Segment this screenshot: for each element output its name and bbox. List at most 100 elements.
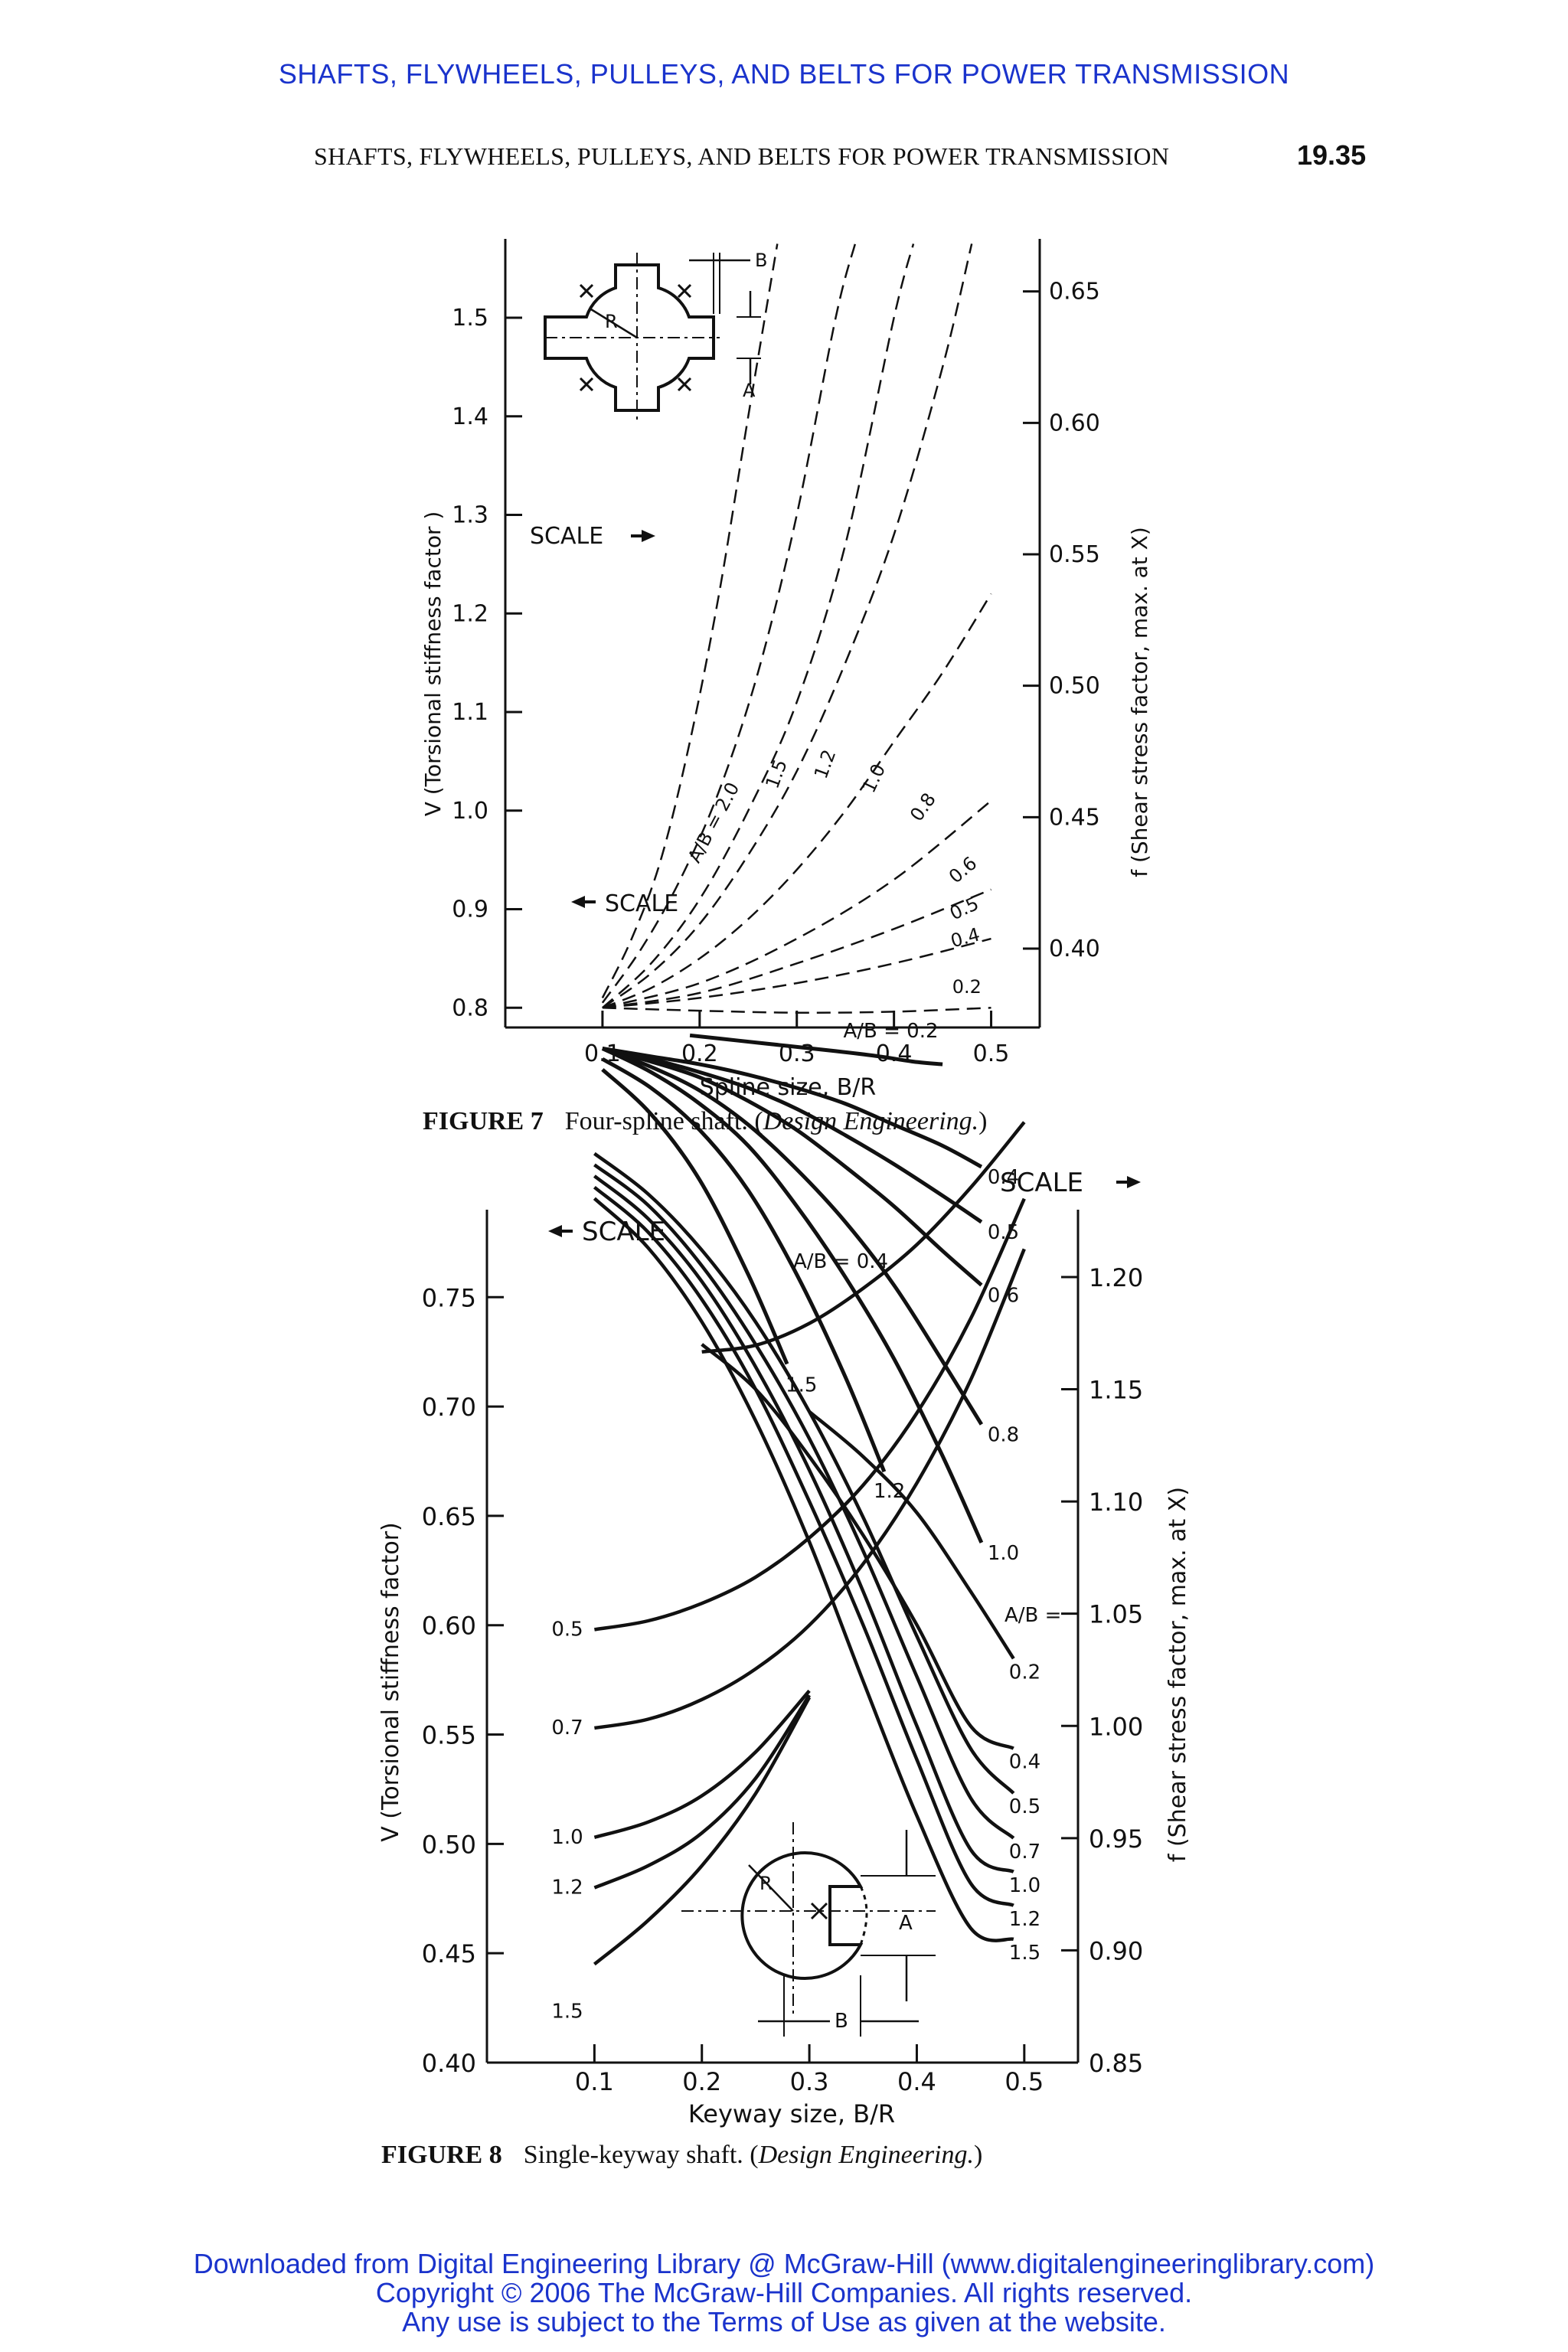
fig7-stress-line [602,1047,983,1287]
fig8-y-tick-label: 0.45 [422,1939,476,1968]
fig8-x-tick-label: 0.3 [790,2067,829,2096]
fig8-stiffness-line [594,1248,1026,1730]
page-number: 19.35 [1297,139,1367,171]
fig7-y2-tick-label: 0.45 [1049,804,1100,831]
fig8-scale-left-arrow [548,1225,562,1237]
fig7-stiffness-line [602,1007,991,1014]
fig7-y-axis-label: V (Torsional stiffness factor ) [420,511,446,817]
fig7-stiffness-line [601,243,779,998]
fig7-y-tick-label: 1.4 [452,403,488,430]
fig8-y-tick-label: 0.65 [422,1502,476,1531]
fig8-stiffness-label: A/B = 0.4 [793,1250,888,1273]
fig8-diagram-b: B [835,2010,848,2033]
fig8-stress-label: 1.5 [1009,1942,1040,1965]
fig8-y2-tick-label: 0.95 [1089,1824,1143,1854]
fig8-stress-line [593,1163,1015,1840]
footer-line-2: Copyright © 2006 The McGraw-Hill Compani… [375,2277,1193,2308]
fig7-scale-left-arrow [571,896,585,908]
figure-8-label: FIGURE 8 [381,2141,502,2169]
fig7-stress-line [602,1047,983,1169]
fig7-stiffness-line [602,888,991,1009]
fig7-stress-label: 1.0 [988,1542,1019,1565]
fig7-x-tick-label: 0.1 [584,1040,621,1067]
fig7-x-mark [677,283,692,299]
fig7-stiffness-line [602,243,915,1009]
fig7-y-tick-label: 1.5 [452,305,488,332]
fig7-x-tick-label: 0.2 [681,1040,718,1067]
fig8-stiffness-label: 0.5 [551,1618,583,1641]
fig7-x-tick-label: 0.4 [876,1040,913,1067]
fig8-x-tick-label: 0.2 [682,2067,721,2096]
fig8-scale-left-label: SCALE [582,1217,665,1247]
fig8-x-tick-label: 0.4 [897,2067,936,2096]
fig8-y2-tick-label: 1.00 [1089,1712,1143,1741]
figure-8-text: Single-keyway shaft. ( [523,2141,759,2169]
footer-line-1[interactable]: Downloaded from Digital Engineering Libr… [193,2248,1375,2279]
fig8-stiffness-label: 1.0 [551,1826,583,1849]
fig8-stress-line [593,1185,1014,1907]
fig7-spline-outline [544,263,715,412]
fig8-stiffness-label: 1.2 [551,1876,583,1899]
fig8-stress-line [593,1197,1014,1942]
fig7-y-tick-label: 0.9 [452,897,488,923]
fig7-diagram-b: B [755,250,767,271]
fig7-y-tick-label: 1.2 [452,600,488,627]
fig8-stiffness-label: 0.7 [551,1717,583,1740]
fig7-scale-right-arrow [642,530,655,542]
fig8-stress-line [593,1152,1015,1795]
fig8-y2-axis-label: f (Shear stress factor, max. at X) [1165,1487,1191,1862]
fig8-stiffness-line [593,1696,812,1966]
fig7-stiffness-label: 0.5 [946,893,982,925]
figure-7-source: Design Engineering. [763,1107,979,1135]
figure-7-close: ) [978,1107,988,1135]
fig7-diagram-a: A [743,380,756,401]
fig7-stress-line [602,1047,983,1224]
fig8-stress-line [593,1174,1014,1873]
fig8-stiffness-label: 1.5 [551,2000,583,2023]
fig8-scale-right-arrow [1127,1176,1141,1188]
fig7-stiffness-label: 1.0 [858,761,890,796]
fig8-stiffness-line [701,1121,1026,1354]
fig7-stiffness-label: 0.2 [952,976,982,998]
fig8-y2-tick-label: 1.15 [1089,1376,1143,1405]
fig7-scale-right-label: SCALE [530,523,603,550]
fig7-stiffness-label: A/B = 2.0 [684,779,743,866]
fig8-y-tick-label: 0.60 [422,1612,476,1641]
fig7-x-mark [677,377,692,392]
fig7-stress-line [689,1033,943,1067]
fig7-x-axis-label: Spline size, B/R [700,1074,877,1101]
fig7-diagram-r: R [605,311,618,332]
fig7-radius-line [590,308,638,339]
fig8-stiffness-line [593,1694,811,1890]
fig7-y2-tick-label: 0.65 [1049,279,1100,305]
fig8-keyway-diagram [681,1822,936,2037]
fig8-key-arc [859,1886,868,1945]
fig8-y2-tick-label: 1.20 [1089,1263,1143,1292]
fig7-stress-line [601,1057,887,1473]
fig8-stress-label: 0.2 [1009,1661,1040,1684]
figure-7-text: Four-spline shaft. ( [564,1107,763,1135]
fig7-y-tick-label: 1.3 [452,502,488,529]
fig7-scale-left-label: SCALE [605,890,678,917]
fig7-y-tick-label: 1.0 [452,798,488,825]
fig8-stiffness-line [593,1689,811,1839]
fig7-y2-tick-label: 0.60 [1049,410,1100,436]
fig7-stiffness-line [602,937,991,1009]
fig8-stress-label: 0.4 [1009,1751,1040,1774]
fig8-y-tick-label: 0.70 [422,1393,476,1422]
fig7-y2-tick-label: 0.55 [1049,541,1100,568]
fig8-y-tick-label: 0.55 [422,1721,476,1750]
fig7-stress-line [601,1047,984,1544]
fig8-y-axis-label: V (Torsional stiffness factor) [377,1522,404,1842]
figure-8-close: ) [974,2141,983,2169]
figure-8-caption: FIGURE 8 Single-keyway shaft. (Design Eng… [381,2141,982,2170]
fig7-y2-tick-label: 0.40 [1049,936,1100,962]
fig7-x-mark [579,377,594,392]
fig7-x-mark [579,283,594,299]
fig8-y-tick-label: 0.75 [422,1283,476,1312]
fig7-stiffness-line [602,799,992,1009]
fig7-stress-line [601,1068,789,1365]
fig7-y-tick-label: 1.1 [452,699,488,726]
fig7-stress-label: A/B = 0.2 [843,1020,938,1043]
